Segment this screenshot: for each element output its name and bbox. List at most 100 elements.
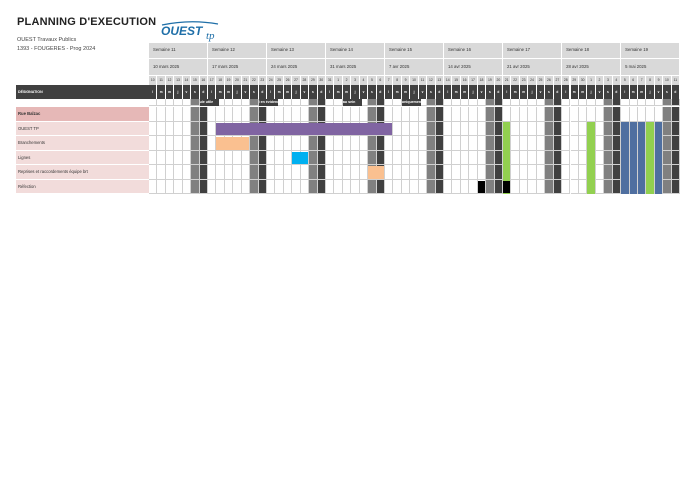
day-number: 13 [435,76,445,85]
grid-cell [486,121,495,136]
refection-mark[interactable] [503,180,511,193]
grid-cell [241,165,251,180]
grid-cell [351,107,360,122]
grid-cell [208,150,217,165]
ouest-tp-bar[interactable] [216,122,393,135]
note-cell [536,99,546,106]
grid-cell [553,150,563,165]
grid-cell [477,107,487,122]
note-cell [604,99,613,106]
day-letter: s [368,85,377,99]
grid-cell [511,165,520,180]
grid-cell [157,179,166,194]
grid-cell [410,179,419,194]
grid-cell [486,179,495,194]
grid-cell [283,150,293,165]
grid-cell [427,150,436,165]
note-cell [182,99,192,106]
day-number: 1 [587,76,596,85]
grid-cell [595,165,605,180]
note-cell [326,99,335,106]
grid-cell [165,179,175,194]
grid-cell [326,150,335,165]
grid-cell [604,121,613,136]
week-date: 31 mars 2025 [326,59,386,76]
grid-cell [595,136,605,151]
grid-cell [191,136,200,151]
grid-cell [545,136,554,151]
day-letter: m [283,85,293,99]
grid-cell [562,136,571,151]
grid-cell [233,165,242,180]
day-number: 2 [342,76,352,85]
day-letter: m [629,85,638,99]
week-date: 21 avr 2025 [503,59,563,76]
grid-cell [317,165,327,180]
grid-cell [418,165,428,180]
refection-mark[interactable] [477,180,486,193]
grid-cell [612,150,622,165]
grid-cell [157,107,166,122]
grid-cell [528,165,537,180]
grid-cell [233,150,242,165]
grid-cell [562,150,571,165]
grid-cell [519,136,529,151]
grid-cell [283,165,293,180]
note-cell [587,99,596,106]
grid-cell [545,107,554,122]
grid-cell [359,136,369,151]
day-number: 20 [494,76,504,85]
grid-cell [427,136,436,151]
note-cell [309,99,318,106]
row-label: Reprises et raccordements équipe brt [16,165,149,180]
grid-cell [452,179,461,194]
grid-cell [536,165,546,180]
grid-cell [342,165,352,180]
grid-cell [621,107,630,122]
grid-cell [604,165,613,180]
grid-cell [528,179,537,194]
day-number: 24 [267,76,276,85]
day-number: 19 [224,76,234,85]
grid-cell [326,107,335,122]
grid-cell [258,150,267,165]
grid-cell [519,121,529,136]
day-note: i en évidence [258,99,278,106]
grid-cell [300,165,310,180]
grid-cell [519,179,529,194]
week-date: 24 mars 2025 [267,59,327,76]
grid-cell [309,150,318,165]
grid-cell [309,107,318,122]
note-cell [469,99,478,106]
grid-cell [149,150,158,165]
grid-cell [258,136,267,151]
note-cell [511,99,520,106]
day-letter: s [486,85,495,99]
grid-cell [267,107,276,122]
grid-cell [258,107,267,122]
grid-cell [258,165,267,180]
day-note: uniquement [401,99,422,106]
day-letter: s [191,85,200,99]
lignes-bar[interactable] [292,151,309,164]
grid-cell [300,179,310,194]
grid-cell [208,165,217,180]
grid-cell [368,107,377,122]
day-letter: m [570,85,579,99]
day-letter: m [342,85,352,99]
week-label: Semaine 13 [267,43,327,59]
grid-cell [671,107,681,122]
day-letter: v [477,85,487,99]
reprises-bar[interactable] [368,166,385,179]
grid-cell [519,107,529,122]
grid-cell [326,179,335,194]
branchements-bar[interactable] [216,137,250,150]
day-letter: m [578,85,588,99]
grid-cell [612,179,622,194]
note-cell [300,99,310,106]
note-cell [275,99,284,106]
week-label: Semaine 17 [503,43,563,59]
grid-cell [536,136,546,151]
grid-cell [199,150,208,165]
note-cell [393,99,402,106]
